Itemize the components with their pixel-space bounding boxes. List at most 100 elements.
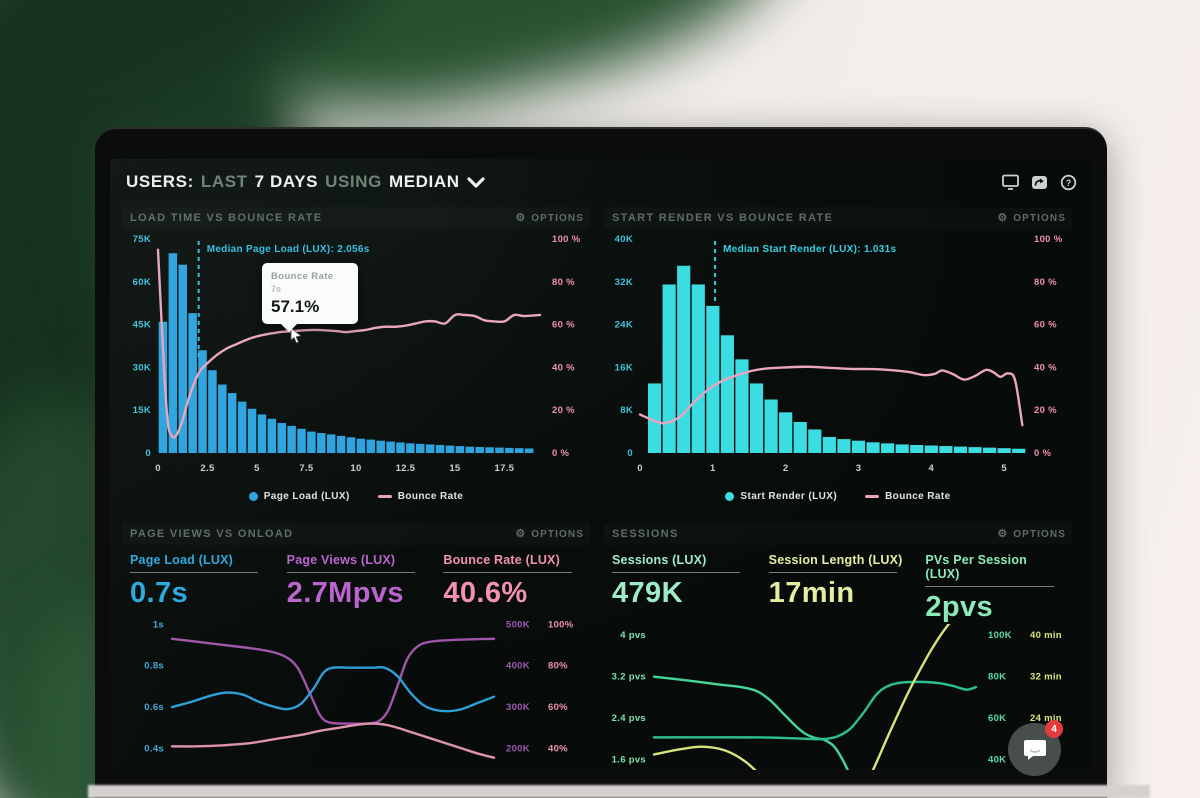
tooltip-bin: 7s <box>271 284 282 294</box>
svg-text:24K: 24K <box>615 320 633 331</box>
line-marker <box>377 495 392 498</box>
svg-text:7.5: 7.5 <box>299 463 314 474</box>
options-label: OPTIONS <box>1013 528 1066 540</box>
svg-text:8K: 8K <box>620 405 633 416</box>
gear-icon: ⚙ <box>997 527 1009 540</box>
svg-text:32K: 32K <box>615 277 633 288</box>
svg-text:60 %: 60 % <box>552 320 575 331</box>
gear-icon: ⚙ <box>515 527 527 540</box>
svg-text:80K: 80K <box>988 672 1006 683</box>
metric-value: 40.6% <box>443 577 528 609</box>
display-icon[interactable] <box>1001 173 1020 191</box>
load-time-vs-bounce-chart[interactable]: 0 15K 30K 45K 60K 75K 0 % 20 % 40 % 60 % 80 % 100 %… <box>122 229 590 483</box>
metric-label: Bounce Rate (LUX) <box>443 553 560 567</box>
metric-underline <box>612 572 741 573</box>
svg-text:1.6 pvs: 1.6 pvs <box>612 755 646 766</box>
svg-text:500K: 500K <box>506 619 530 630</box>
legend-item-bounce-rate[interactable]: Bounce Rate <box>377 491 464 502</box>
options-button[interactable]: ⚙ OPTIONS <box>997 527 1066 540</box>
svg-text:Median Page Load (LUX): 2.056s: Median Page Load (LUX): 2.056s <box>207 244 370 255</box>
help-icon[interactable]: ? <box>1059 173 1078 191</box>
svg-text:17.5: 17.5 <box>495 463 515 474</box>
metric-sessions: Sessions (LUX) 479K <box>612 553 749 624</box>
dot-marker <box>248 492 258 501</box>
metric-underline <box>443 572 572 573</box>
panel-title: START RENDER VS BOUNCE RATE <box>612 212 834 224</box>
svg-text:5: 5 <box>254 463 260 474</box>
page-views-vs-onload-chart[interactable]: 1s 0.8s 0.6s 0.4s 500K 100% 400K 80% 300K 60% 200K… <box>122 610 590 770</box>
svg-text:0: 0 <box>627 448 633 459</box>
svg-text:100 %: 100 % <box>552 234 581 245</box>
chat-bubble-icon <box>1023 739 1046 760</box>
header-metric-label: MEDIAN <box>388 172 460 191</box>
options-button[interactable]: ⚙ OPTIONS <box>515 212 584 224</box>
metric-value: 0.7s <box>130 577 189 609</box>
svg-text:12.5: 12.5 <box>396 463 416 474</box>
svg-text:200K: 200K <box>506 743 530 754</box>
svg-text:60 %: 60 % <box>1034 320 1057 331</box>
svg-text:40K: 40K <box>615 234 633 245</box>
chat-widget-button[interactable]: 4 <box>1008 720 1063 776</box>
svg-text:Median Start Render (LUX): 1.0: Median Start Render (LUX): 1.031s <box>723 244 896 255</box>
panel-page-views-vs-onload: PAGE VIEWS VS ONLOAD ⚙ OPTIONS Page Load … <box>122 523 590 770</box>
legend-item-page-load[interactable]: Page Load (LUX) <box>248 491 350 502</box>
svg-text:0.8s: 0.8s <box>144 661 164 672</box>
options-label: OPTIONS <box>1013 212 1066 224</box>
svg-text:1s: 1s <box>153 619 164 630</box>
svg-text:100K: 100K <box>988 630 1012 641</box>
legend-label: Bounce Rate <box>885 491 951 502</box>
legend-item-start-render[interactable]: Start Render (LUX) <box>725 491 837 502</box>
legend-item-bounce-rate[interactable]: Bounce Rate <box>865 491 951 502</box>
dashboard-header: USERS: LAST 7 DAYS USING MEDIAN ? <box>126 169 1078 195</box>
svg-text:?: ? <box>1066 178 1072 188</box>
metric-value: 2pvs <box>925 591 994 623</box>
metric-page-views: Page Views (LUX) 2.7Mpvs <box>286 553 424 610</box>
metric-page-load: Page Load (LUX) 0.7s <box>130 553 267 610</box>
svg-text:4: 4 <box>929 463 935 474</box>
tooltip-value: 57.1% <box>271 297 320 316</box>
options-label: OPTIONS <box>531 212 584 224</box>
svg-text:0: 0 <box>145 448 151 459</box>
svg-text:0: 0 <box>637 463 643 474</box>
svg-text:16K: 16K <box>615 362 633 373</box>
options-button[interactable]: ⚙ OPTIONS <box>515 527 584 540</box>
header-actions: ? <box>1001 173 1078 191</box>
panel-load-time-vs-bounce: LOAD TIME VS BOUNCE RATE ⚙ OPTIONS 0 15K 30… <box>122 207 590 502</box>
svg-text:32 min: 32 min <box>1030 672 1062 683</box>
svg-text:24 min: 24 min <box>1030 713 1062 724</box>
panel-start-render-vs-bounce: START RENDER VS BOUNCE RATE ⚙ OPTIONS 0 8K… <box>604 207 1072 502</box>
metric-bounce-rate: Bounce Rate (LUX) 40.6% <box>443 553 580 610</box>
svg-text:5: 5 <box>1001 463 1007 474</box>
metric-underline <box>925 586 1054 587</box>
svg-text:300K: 300K <box>506 702 530 713</box>
metric-label: PVs Per Session (LUX) <box>925 553 1028 581</box>
metric-underline <box>768 572 898 573</box>
svg-text:0: 0 <box>155 463 161 474</box>
sessions-chart[interactable]: 4 pvs 3.2 pvs 2.4 pvs 1.6 pvs 100K 40 min 80K 3… <box>604 624 1072 770</box>
svg-text:40 %: 40 % <box>552 362 575 373</box>
date-range-selector[interactable]: USERS: LAST 7 DAYS USING MEDIAN <box>126 172 485 192</box>
options-button[interactable]: ⚙ OPTIONS <box>997 212 1066 224</box>
svg-text:3: 3 <box>856 463 862 474</box>
chat-badge: 4 <box>1045 720 1063 738</box>
header-days-label: 7 DAYS <box>254 172 319 191</box>
svg-text:2.4 pvs: 2.4 pvs <box>612 713 646 724</box>
metrics-row: Sessions (LUX) 479K Session Length (LUX)… <box>604 545 1072 624</box>
start-render-vs-bounce-chart[interactable]: 0 8K 16K 24K 32K 40K 0 % 20 % 40 % 60 % 80 % 100 % 0… <box>604 229 1072 483</box>
desk-surface <box>88 785 1150 798</box>
laptop: USERS: LAST 7 DAYS USING MEDIAN ? <box>95 127 1107 798</box>
svg-text:80 %: 80 % <box>1034 277 1057 288</box>
svg-text:20 %: 20 % <box>552 405 575 416</box>
share-icon[interactable] <box>1030 173 1049 191</box>
metric-value: 2.7Mpvs <box>286 577 404 609</box>
metric-label: Page Load (LUX) <box>130 553 234 567</box>
svg-text:30K: 30K <box>133 362 151 373</box>
metric-value: 17min <box>768 577 855 609</box>
panel-title: PAGE VIEWS VS ONLOAD <box>130 528 294 540</box>
svg-text:1: 1 <box>710 463 716 474</box>
svg-text:10: 10 <box>350 463 361 474</box>
svg-text:0 %: 0 % <box>1034 448 1052 459</box>
svg-text:2: 2 <box>783 463 789 474</box>
svg-text:15: 15 <box>449 463 461 474</box>
